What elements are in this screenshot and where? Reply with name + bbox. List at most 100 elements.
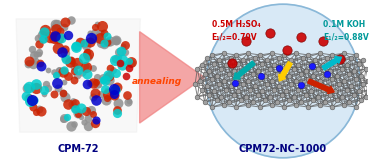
Point (221, 80, 227, 82)
Point (276, 57, 282, 60)
Point (31, 99, 37, 101)
Point (250, 73, 256, 75)
Point (235, 62, 241, 65)
Point (41, 89, 47, 92)
Point (60, 91, 66, 94)
Point (204, 85, 210, 87)
Text: annealing: annealing (132, 76, 182, 86)
Point (300, 57, 306, 60)
Point (324, 85, 330, 87)
Point (111, 94, 117, 97)
Point (62, 96, 68, 98)
Point (33, 53, 39, 56)
Point (363, 95, 369, 98)
Point (82, 43, 88, 46)
Point (51, 26, 57, 28)
FancyArrow shape (234, 61, 255, 79)
Point (114, 86, 120, 88)
Point (303, 94, 309, 96)
Point (53, 73, 59, 76)
Point (329, 78, 335, 81)
Point (339, 68, 345, 70)
Point (67, 61, 73, 63)
Point (41, 31, 47, 33)
Point (37, 110, 43, 112)
Point (43, 82, 49, 85)
Point (254, 69, 260, 72)
Point (276, 67, 282, 69)
Point (88, 37, 94, 40)
Point (124, 93, 130, 96)
Point (358, 99, 364, 101)
Point (61, 68, 67, 71)
Point (324, 72, 330, 75)
Point (114, 109, 120, 112)
Point (298, 73, 304, 75)
Point (245, 104, 251, 107)
Point (247, 88, 253, 91)
Point (128, 62, 134, 64)
Point (71, 122, 77, 125)
Point (61, 81, 67, 83)
Point (123, 74, 129, 77)
Point (79, 71, 85, 73)
Point (281, 78, 287, 81)
Point (296, 64, 302, 67)
Point (72, 101, 78, 104)
Point (336, 83, 342, 86)
Point (55, 37, 61, 39)
Point (113, 39, 119, 41)
Point (288, 83, 294, 86)
Point (199, 64, 205, 67)
Point (101, 31, 107, 34)
Point (353, 106, 359, 108)
Point (243, 68, 249, 70)
Point (85, 56, 91, 58)
Text: CPM72-NC-1000: CPM72-NC-1000 (239, 144, 327, 154)
Point (231, 94, 237, 96)
Point (114, 112, 120, 115)
Point (332, 62, 338, 65)
Point (26, 62, 32, 65)
Point (62, 57, 68, 60)
Point (96, 84, 102, 87)
Point (276, 85, 282, 87)
Point (223, 88, 229, 91)
Point (258, 74, 264, 77)
Point (75, 111, 81, 114)
Point (87, 32, 93, 35)
Point (56, 69, 62, 71)
Point (36, 51, 42, 53)
Point (45, 87, 51, 90)
Point (122, 44, 128, 46)
Point (71, 65, 77, 67)
Point (54, 23, 60, 25)
Point (90, 67, 96, 69)
Point (346, 101, 352, 103)
Point (126, 99, 132, 102)
Point (25, 62, 31, 65)
Text: 0.5M H₂SO₄: 0.5M H₂SO₄ (212, 20, 260, 29)
Point (62, 48, 68, 51)
Point (324, 57, 330, 60)
Point (62, 21, 68, 23)
Point (305, 78, 311, 81)
Point (29, 48, 35, 50)
Point (74, 62, 81, 64)
Point (74, 73, 80, 76)
Point (119, 64, 125, 66)
Point (232, 81, 239, 84)
Point (72, 106, 78, 109)
Point (223, 64, 229, 67)
Point (85, 53, 91, 55)
Point (126, 67, 132, 69)
Point (94, 75, 100, 78)
Point (105, 93, 111, 95)
Point (211, 90, 217, 93)
Point (62, 52, 68, 55)
Point (351, 69, 357, 72)
Point (209, 54, 215, 56)
Point (84, 73, 90, 76)
Text: E₁/₂=0.88V: E₁/₂=0.88V (323, 33, 369, 42)
Point (315, 68, 321, 70)
